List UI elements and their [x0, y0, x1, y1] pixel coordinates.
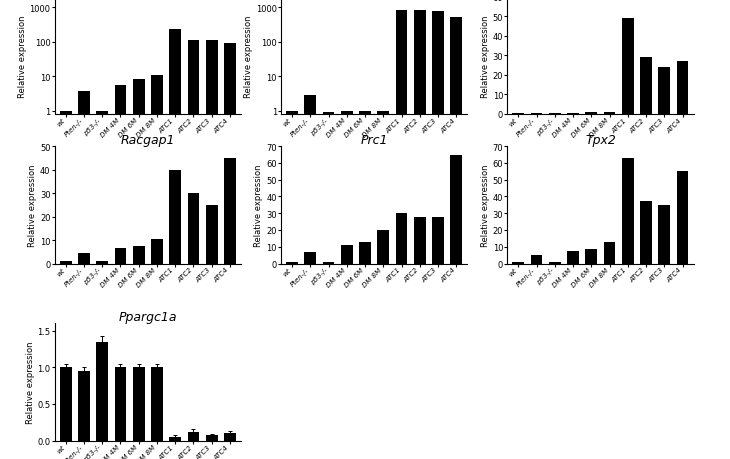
Bar — [377, 112, 389, 459]
Y-axis label: Relative expression: Relative expression — [28, 164, 37, 246]
Bar — [133, 368, 145, 441]
Bar — [151, 368, 163, 441]
Bar — [359, 112, 371, 459]
Bar — [323, 113, 334, 459]
Bar — [133, 246, 145, 264]
Title: Ppargc1a: Ppargc1a — [118, 311, 177, 324]
Bar — [96, 262, 108, 264]
Bar — [169, 170, 181, 264]
Bar — [531, 114, 542, 115]
Bar — [359, 242, 371, 264]
Bar — [115, 249, 126, 264]
Bar — [549, 114, 561, 115]
Bar — [286, 112, 298, 459]
Y-axis label: Relative expression: Relative expression — [26, 341, 35, 423]
Y-axis label: Relative expression: Relative expression — [18, 15, 27, 97]
Bar — [206, 436, 218, 441]
Bar — [622, 19, 634, 115]
Bar — [60, 368, 72, 441]
Bar — [169, 30, 181, 459]
Bar — [585, 113, 597, 115]
Bar — [396, 214, 407, 264]
Bar — [60, 262, 72, 264]
Bar — [224, 433, 236, 441]
Bar — [450, 155, 462, 264]
Y-axis label: Relative expression: Relative expression — [244, 15, 253, 97]
Title: Tpx2: Tpx2 — [585, 134, 616, 147]
Bar — [677, 62, 688, 115]
Bar — [151, 239, 163, 264]
Bar — [640, 58, 652, 115]
Bar — [286, 262, 298, 264]
Bar — [432, 217, 444, 264]
Bar — [188, 40, 199, 459]
Title: Racgap1: Racgap1 — [120, 134, 175, 147]
Bar — [206, 205, 218, 264]
Bar — [224, 159, 236, 264]
Y-axis label: Relative expression: Relative expression — [481, 164, 490, 246]
Title: Prc1: Prc1 — [361, 134, 388, 147]
Bar — [96, 342, 108, 441]
Bar — [96, 112, 108, 459]
Bar — [622, 159, 634, 264]
Bar — [206, 40, 218, 459]
Y-axis label: Relative expression: Relative expression — [481, 15, 490, 97]
Bar — [304, 252, 316, 264]
Bar — [78, 91, 90, 459]
Bar — [658, 205, 670, 264]
Bar — [151, 76, 163, 459]
Bar — [169, 437, 181, 441]
Bar — [512, 262, 524, 264]
Bar — [567, 252, 579, 264]
Bar — [432, 12, 444, 459]
Bar — [115, 368, 126, 441]
Bar — [512, 114, 524, 115]
Bar — [604, 113, 615, 115]
Bar — [585, 250, 597, 264]
Bar — [396, 11, 407, 459]
Bar — [188, 194, 199, 264]
Bar — [188, 432, 199, 441]
Bar — [549, 262, 561, 264]
Bar — [450, 18, 462, 459]
Bar — [341, 246, 353, 264]
Bar — [115, 86, 126, 459]
Bar — [78, 253, 90, 264]
Bar — [78, 371, 90, 441]
Bar — [414, 11, 426, 459]
Bar — [604, 242, 615, 264]
Bar — [304, 96, 316, 459]
Y-axis label: Relative expression: Relative expression — [255, 164, 264, 246]
Bar — [567, 114, 579, 115]
Bar — [677, 172, 688, 264]
Bar — [341, 112, 353, 459]
Bar — [224, 44, 236, 459]
Bar — [658, 68, 670, 115]
Bar — [414, 217, 426, 264]
Bar — [60, 112, 72, 459]
Bar — [531, 256, 542, 264]
Bar — [377, 230, 389, 264]
Bar — [640, 202, 652, 264]
Bar — [323, 262, 334, 264]
Bar — [133, 79, 145, 459]
